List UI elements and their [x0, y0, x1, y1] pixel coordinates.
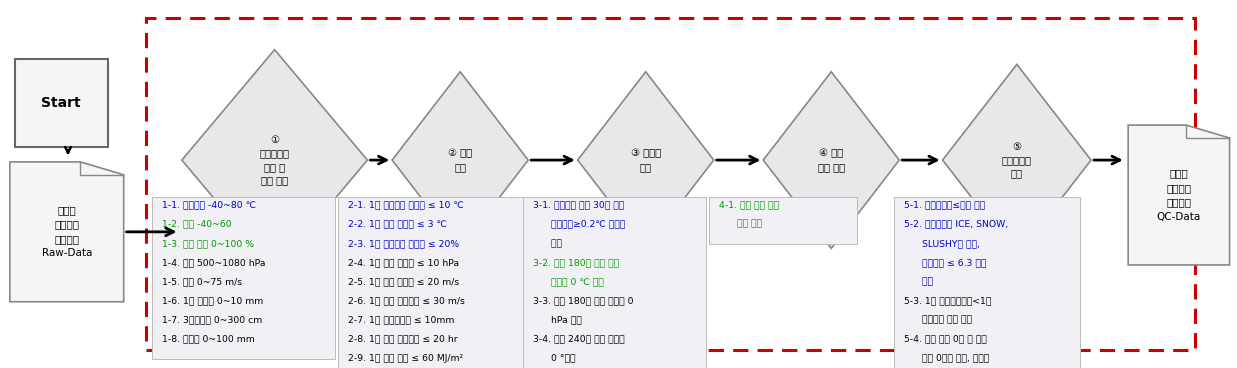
Polygon shape — [578, 72, 714, 248]
Text: Start: Start — [41, 96, 82, 110]
Text: 3-3. 기압 180분 동안 변동량 0: 3-3. 기압 180분 동안 변동량 0 — [533, 296, 633, 305]
Text: 5-2. 노면상태가 ICE, SNOW,: 5-2. 노면상태가 ICE, SNOW, — [904, 220, 1008, 229]
Polygon shape — [943, 64, 1091, 256]
Text: 3-1. 노면온도 최근 30분 값의: 3-1. 노면온도 최근 30분 값의 — [533, 201, 625, 209]
Text: 2-2. 1분 기온 변화량 ≤ 3 ℃: 2-2. 1분 기온 변화량 ≤ 3 ℃ — [348, 220, 447, 229]
Text: 변동량 0 ℃ 초과: 변동량 0 ℃ 초과 — [533, 277, 604, 286]
FancyBboxPatch shape — [338, 197, 533, 368]
Text: SLUSHY일 경우,: SLUSHY일 경우, — [904, 239, 980, 248]
Text: 2-6. 1분 최대 순간풍속 ≤ 30 m/s: 2-6. 1분 최대 순간풍속 ≤ 30 m/s — [348, 296, 464, 305]
Polygon shape — [182, 50, 367, 270]
Text: 5-3. 1분 최대순간풍속<1분: 5-3. 1분 최대순간풍속<1분 — [904, 296, 992, 305]
Bar — [15, 59, 108, 147]
Text: hPa 초과: hPa 초과 — [533, 315, 581, 324]
Text: 1-8. 증발량 0~100 mm: 1-8. 증발량 0~100 mm — [162, 335, 255, 343]
Text: 1-4. 기압 500~1080 hPa: 1-4. 기압 500~1080 hPa — [162, 258, 266, 267]
Text: 5-1. 이슬점온도≤기온 확인: 5-1. 이슬점온도≤기온 확인 — [904, 201, 986, 209]
Text: 값이 0이면 정상, 아니면: 값이 0이면 정상, 아니면 — [904, 354, 990, 362]
Polygon shape — [763, 72, 899, 248]
Text: 2-9. 1일 최대 일사 ≤ 60 MJ/m²: 2-9. 1일 최대 일사 ≤ 60 MJ/m² — [348, 354, 463, 362]
Text: 노면온도 ≤ 6.3 이면: 노면온도 ≤ 6.3 이면 — [904, 258, 987, 267]
Text: ④ 기후
범위 검사: ④ 기후 범위 검사 — [818, 148, 845, 172]
Bar — [146, 18, 1195, 350]
Text: 1-2. 기온 -40~60: 1-2. 기온 -40~60 — [162, 220, 231, 229]
Text: 5-4. 일사 값이 0일 때 일조: 5-4. 일사 값이 0일 때 일조 — [904, 335, 987, 343]
Text: 2-1. 1분 노면온도 변화량 ≤ 10 ℃: 2-1. 1분 노면온도 변화량 ≤ 10 ℃ — [348, 201, 464, 209]
Text: 고정형
도로기상
관측장비
QC-Data: 고정형 도로기상 관측장비 QC-Data — [1157, 169, 1201, 222]
Text: 1-1. 노면온도 -40~80 ℃: 1-1. 노면온도 -40~80 ℃ — [162, 201, 256, 209]
Polygon shape — [392, 72, 528, 248]
Text: 1-3. 공기 습도 0~100 %: 1-3. 공기 습도 0~100 % — [162, 239, 254, 248]
Text: 1-6. 1분 강수량 0~10 mm: 1-6. 1분 강수량 0~10 mm — [162, 296, 263, 305]
Text: 2-8. 1일 합계 일조시간 ≤ 20 hr: 2-8. 1일 합계 일조시간 ≤ 20 hr — [348, 335, 458, 343]
Text: 고정형
도로기상
관측장비
Raw-Data: 고정형 도로기상 관측장비 Raw-Data — [42, 205, 92, 258]
Text: 표준편실≥0.2℃ 이어야: 표준편실≥0.2℃ 이어야 — [533, 220, 626, 229]
Polygon shape — [1128, 125, 1230, 265]
Text: 풍속이면 모두 오류: 풍속이면 모두 오류 — [904, 315, 972, 324]
Text: 통과: 통과 — [904, 277, 933, 286]
Text: 3-2. 기온 180분 동안 누적: 3-2. 기온 180분 동안 누적 — [533, 258, 620, 267]
Text: 4-1. 전국 월별 기후: 4-1. 전국 월별 기후 — [719, 201, 779, 209]
Text: 2-5. 1분 풍속 변화량 ≤ 20 m/s: 2-5. 1분 풍속 변화량 ≤ 20 m/s — [348, 277, 459, 286]
FancyBboxPatch shape — [709, 197, 857, 244]
Text: ①
물리적범위
초과 및
결측 검사: ① 물리적범위 초과 및 결측 검사 — [260, 135, 289, 185]
FancyBboxPatch shape — [152, 197, 335, 359]
Text: 1-7. 3시간적설 0~300 cm: 1-7. 3시간적설 0~300 cm — [162, 315, 262, 324]
Text: 2-7. 1분 누적강수량 ≤ 10mm: 2-7. 1분 누적강수량 ≤ 10mm — [348, 315, 454, 324]
Text: ⑤
내적일치성
검사: ⑤ 내적일치성 검사 — [1002, 142, 1032, 178]
FancyBboxPatch shape — [523, 197, 706, 368]
FancyBboxPatch shape — [894, 197, 1080, 368]
Text: 2-4. 1분 기압 변화량 ≤ 10 hPa: 2-4. 1분 기압 변화량 ≤ 10 hPa — [348, 258, 459, 267]
Text: 0 °초과: 0 °초과 — [533, 354, 575, 362]
Text: 3-4. 풍향 240분 동안 변동량: 3-4. 풍향 240분 동안 변동량 — [533, 335, 625, 343]
Text: ③ 지속성
검사: ③ 지속성 검사 — [631, 148, 661, 172]
Text: 정상: 정상 — [533, 239, 562, 248]
Text: 2-3. 1분 상대습도 변화량 ≤ 20%: 2-3. 1분 상대습도 변화량 ≤ 20% — [348, 239, 459, 248]
Text: ② 단계
검사: ② 단계 검사 — [448, 148, 473, 172]
Polygon shape — [10, 162, 124, 302]
Text: 범위 검사: 범위 검사 — [719, 220, 762, 229]
Text: 1-5. 풍속 0~75 m/s: 1-5. 풍속 0~75 m/s — [162, 277, 242, 286]
